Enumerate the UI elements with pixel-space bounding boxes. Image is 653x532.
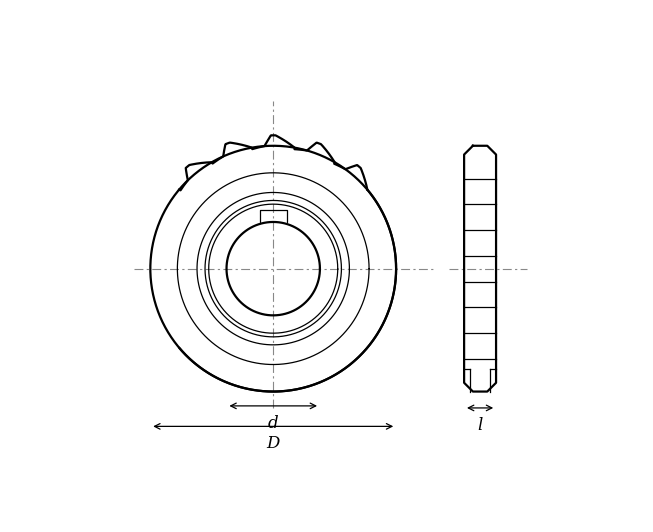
Text: l: l (477, 417, 483, 434)
Text: D: D (266, 435, 280, 452)
Text: d: d (268, 415, 279, 432)
